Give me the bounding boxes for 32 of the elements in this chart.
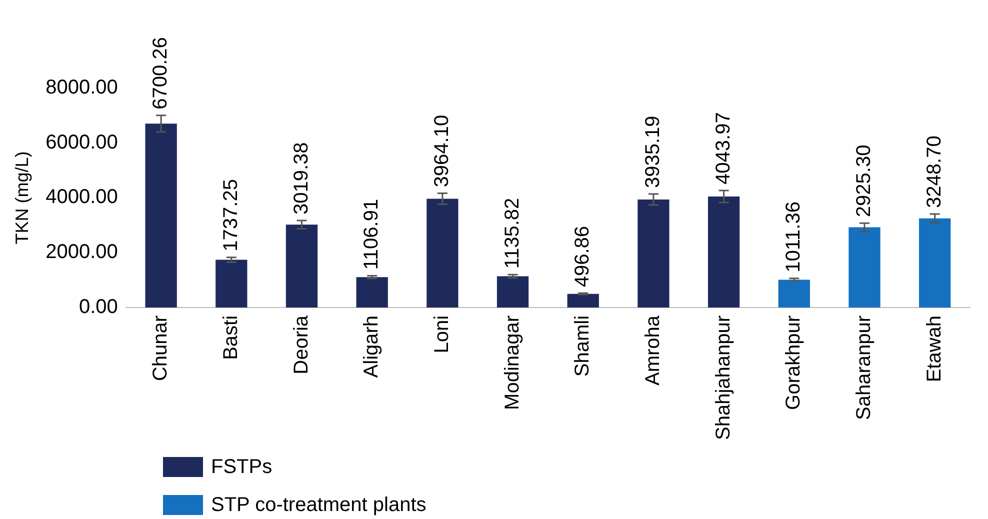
data-label: 1135.82 <box>501 198 524 269</box>
data-label: 4043.97 <box>712 112 734 184</box>
x-tick-label: Modinagar <box>501 315 524 410</box>
data-label: 1011.36 <box>782 202 805 272</box>
data-label: 3964.10 <box>430 114 453 188</box>
x-tick-label: Gorakhpur <box>782 315 805 410</box>
data-label: 6700.26 <box>150 37 172 110</box>
y-tick-label: 0.00 <box>78 296 118 318</box>
x-tick-label: Loni <box>430 315 453 354</box>
data-label: 496.86 <box>572 226 594 288</box>
data-label: 1106.91 <box>360 198 383 270</box>
x-tick-label: Basti <box>220 315 242 360</box>
x-tick-label: Chunar <box>150 315 172 382</box>
x-tick-label: Etawah <box>923 315 946 382</box>
x-tick-label: Shamli <box>572 315 594 377</box>
data-label: 3935.19 <box>642 116 664 188</box>
y-tick-label: 8000.00 <box>46 76 118 99</box>
x-tick-label: Deoria <box>290 314 312 374</box>
y-tick-label: 6000.00 <box>46 131 118 154</box>
data-label: 3248.70 <box>923 136 946 208</box>
data-label: 1737.25 <box>220 179 242 252</box>
data-label: 3019.38 <box>290 142 312 215</box>
y-tick-label: 2000.00 <box>46 241 118 264</box>
x-tick-label: Amroha <box>642 314 664 386</box>
y-axis-title: TKN (mg/L) <box>12 151 32 244</box>
y-tick-label: 4000.00 <box>46 186 118 208</box>
legend-label: FSTPs <box>211 456 272 478</box>
x-tick-label: Aligarh <box>360 315 383 378</box>
x-tick-label: Shahjahanpur <box>712 315 734 440</box>
x-tick-label: Saharanpur <box>853 315 876 420</box>
data-label: 2925.30 <box>853 144 876 218</box>
legend-label: STP co-treatment plants <box>211 494 426 516</box>
